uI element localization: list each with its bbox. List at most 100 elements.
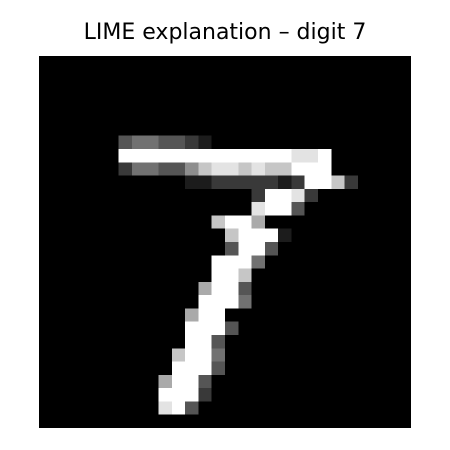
digit-pixel <box>198 308 212 322</box>
digit-pixel <box>211 348 225 362</box>
digit-pixel <box>238 255 252 269</box>
digit-pixel <box>211 335 225 349</box>
digit-pixel <box>211 295 225 309</box>
digit-pixel <box>185 175 199 189</box>
digit-pixel <box>278 149 292 163</box>
digit-pixel <box>158 388 172 402</box>
digit-pixel <box>251 255 265 269</box>
digit-pixel <box>185 321 199 335</box>
digit-pixel <box>185 335 199 349</box>
digit-pixel <box>198 335 212 349</box>
digit-pixel <box>251 215 265 229</box>
digit-pixel <box>118 135 132 149</box>
digit-pixel <box>251 242 265 256</box>
digit-pixel <box>304 149 318 163</box>
digit-pixel <box>211 149 225 163</box>
digit-pixel <box>145 162 159 176</box>
digit-pixel <box>225 162 239 176</box>
digit-pixel <box>211 308 225 322</box>
digit-pixel <box>225 295 239 309</box>
digit-pixel <box>251 149 265 163</box>
digit-pixel <box>251 228 265 242</box>
digit-pixel <box>251 188 265 203</box>
digit-pixel <box>304 188 318 203</box>
digit-pixel <box>211 361 225 375</box>
digit-pixel <box>198 361 212 375</box>
digit-pixel <box>225 255 239 269</box>
digit-pixel <box>278 188 292 203</box>
digit-pixel <box>145 149 159 163</box>
digit-pixel <box>278 162 292 176</box>
digit-pixel <box>238 242 252 256</box>
digit-pixel <box>185 374 199 389</box>
digit-pixel <box>211 255 225 269</box>
digit-pixel <box>185 135 199 149</box>
digit-pixel <box>198 281 212 296</box>
digit-pixel <box>171 162 186 176</box>
digit-pixel <box>198 388 212 402</box>
digit-pixel <box>264 175 279 189</box>
digit-pixel <box>158 135 172 149</box>
digit-pixel <box>211 215 225 229</box>
digit-pixel <box>291 162 305 176</box>
digit-pixel <box>318 175 332 189</box>
digit-pixel <box>211 162 225 176</box>
digit-pixel <box>251 162 265 176</box>
digit-pixel <box>331 175 345 189</box>
digit-pixel <box>238 175 252 189</box>
digit-pixel <box>264 202 279 216</box>
digit-pixel <box>225 175 239 189</box>
digit-pixel <box>238 228 252 242</box>
digit-pixel <box>158 401 172 415</box>
digit-pixel <box>291 202 305 216</box>
digit-pixel <box>344 175 358 189</box>
digit-pixel <box>238 268 252 282</box>
digit-pixel <box>158 149 172 163</box>
digit-pixel <box>264 242 279 256</box>
digit-pixel <box>278 202 292 216</box>
digit-pixel <box>171 149 186 163</box>
digit-pixel <box>185 348 199 362</box>
digit-pixel <box>225 228 239 242</box>
digit-pixel <box>171 348 186 362</box>
digit-pixel <box>264 188 279 203</box>
digit-pixel <box>264 149 279 163</box>
digit-pixel <box>251 175 265 189</box>
digit-pixel <box>132 162 146 176</box>
digit-image <box>39 56 411 428</box>
digit-pixel <box>304 162 318 176</box>
digit-pixel <box>238 215 252 229</box>
digit-pixel <box>278 175 292 189</box>
digit-pixel <box>318 162 332 176</box>
digit-pixel <box>198 162 212 176</box>
digit-pixel <box>158 162 172 176</box>
digit-pixel <box>291 149 305 163</box>
digit-pixel <box>158 374 172 389</box>
digit-pixel <box>211 268 225 282</box>
digit-pixel <box>211 321 225 335</box>
digit-pixel <box>198 348 212 362</box>
digit-pixel <box>171 135 186 149</box>
digit-pixel <box>171 388 186 402</box>
digit-pixel <box>251 202 265 216</box>
digit-pixel <box>264 162 279 176</box>
digit-pixel <box>238 162 252 176</box>
digit-pixel <box>225 281 239 296</box>
digit-pixel <box>198 295 212 309</box>
figure-title: LIME explanation – digit 7 <box>83 20 367 45</box>
digit-pixel <box>304 175 318 189</box>
digit-pixel <box>132 149 146 163</box>
digit-pixel <box>291 188 305 203</box>
digit-pixel <box>211 175 225 189</box>
digit-pixel <box>225 321 239 335</box>
digit-pixel <box>198 321 212 335</box>
digit-pixel <box>185 361 199 375</box>
digit-pixel-grid <box>118 135 358 415</box>
digit-pixel <box>171 361 186 375</box>
digit-pixel <box>211 281 225 296</box>
digit-pixel <box>118 162 132 176</box>
digit-pixel <box>145 135 159 149</box>
digit-pixel <box>225 149 239 163</box>
digit-pixel <box>225 242 239 256</box>
digit-pixel <box>238 149 252 163</box>
